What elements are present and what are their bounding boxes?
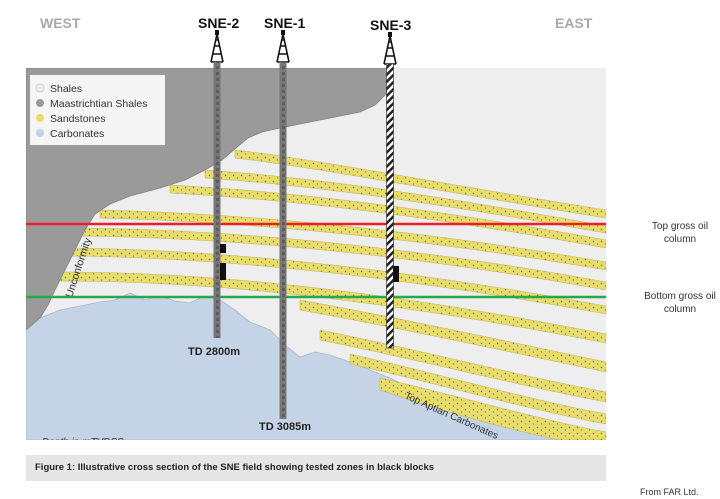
well-sne-1: SNE-1 TD 3085m <box>259 15 311 433</box>
legend-maastrichtian-label: Maastrichtian Shales <box>50 98 147 110</box>
legend-sandstones-swatch <box>36 114 44 122</box>
legend-shales-swatch <box>35 83 45 93</box>
figure-caption: Figure 1: Illustrative cross section of … <box>35 462 435 473</box>
well-sne-2-label: SNE-2 <box>198 15 239 31</box>
derrick-icon <box>276 30 290 63</box>
top-oil-note: Top gross oil column <box>651 221 709 245</box>
well-sne-1-label: SNE-1 <box>264 15 305 31</box>
legend-carbonates-label: Carbonates <box>50 128 104 140</box>
well-sne-3-label: SNE-3 <box>370 17 411 33</box>
tested-zone <box>220 244 226 253</box>
west-label: WEST <box>40 15 81 31</box>
source-credit: From FAR Ltd. <box>640 487 699 497</box>
legend-carbonates-swatch <box>36 129 44 137</box>
wellbore-sne-3 <box>386 63 394 349</box>
east-label: EAST <box>555 15 593 31</box>
legend: Shales Maastrichtian Shales Sandstones C… <box>30 75 165 145</box>
tested-zone <box>393 266 399 282</box>
wellbore-sne-1 <box>279 62 287 419</box>
bottom-oil-note: Bottom gross oil column <box>644 291 716 315</box>
td-sne-2-label: TD 2800m <box>188 346 240 358</box>
tested-zone <box>220 263 226 280</box>
legend-shales-label: Shales <box>50 83 82 95</box>
wellbore-sne-2 <box>213 62 221 338</box>
well-sne-3: SNE-3 <box>370 17 411 349</box>
legend-sandstones-label: Sandstones <box>50 113 105 125</box>
section-body: Unconformity Top Aptian Carbonates Depth… <box>26 68 606 448</box>
legend-maastrichtian-swatch <box>36 99 44 107</box>
depth-label: Depth in mTVDSS <box>42 437 124 448</box>
td-sne-1-label: TD 3085m <box>259 421 311 433</box>
caption-bar <box>26 455 606 481</box>
derrick-icon <box>210 30 224 63</box>
derrick-icon <box>383 32 397 65</box>
well-sne-2: SNE-2 TD 2800m <box>188 15 240 358</box>
